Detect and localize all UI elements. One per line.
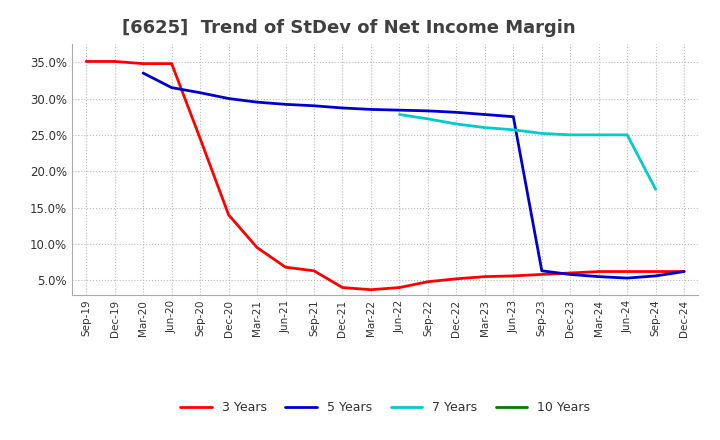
7 Years [566,132,575,138]
Legend: 3 Years, 5 Years, 7 Years, 10 Years: 3 Years, 5 Years, 7 Years, 10 Years [176,396,595,419]
3 Years [225,212,233,217]
Line: 7 Years: 7 Years [400,114,656,189]
3 Years [253,245,261,250]
3 Years [509,273,518,279]
7 Years [595,132,603,138]
7 Years [452,121,461,127]
5 Years [139,70,148,76]
7 Years [423,116,432,121]
5 Years [509,114,518,119]
5 Years [225,96,233,101]
3 Years [282,264,290,270]
3 Years [139,61,148,66]
7 Years [395,112,404,117]
7 Years [509,127,518,132]
3 Years [566,270,575,275]
3 Years [395,285,404,290]
7 Years [480,125,489,130]
5 Years [537,268,546,273]
3 Years [480,274,489,279]
3 Years [82,59,91,64]
7 Years [652,187,660,192]
5 Years [366,107,375,112]
5 Years [652,273,660,279]
7 Years [537,131,546,136]
Line: 5 Years: 5 Years [143,73,684,278]
3 Years [537,272,546,277]
5 Years [595,274,603,279]
5 Years [167,85,176,90]
3 Years [338,285,347,290]
3 Years [110,59,119,64]
5 Years [423,108,432,114]
Line: 3 Years: 3 Years [86,62,684,290]
5 Years [338,105,347,110]
5 Years [623,275,631,281]
5 Years [680,269,688,274]
7 Years [623,132,631,138]
5 Years [310,103,318,108]
5 Years [566,272,575,277]
5 Years [196,90,204,95]
5 Years [480,112,489,117]
3 Years [423,279,432,284]
3 Years [623,269,631,274]
3 Years [196,136,204,141]
5 Years [452,110,461,115]
3 Years [366,287,375,292]
5 Years [282,102,290,107]
3 Years [652,269,660,274]
3 Years [310,268,318,273]
3 Years [595,269,603,274]
5 Years [395,107,404,113]
3 Years [167,61,176,66]
3 Years [452,276,461,282]
3 Years [680,269,688,274]
Text: [6625]  Trend of StDev of Net Income Margin: [6625] Trend of StDev of Net Income Marg… [122,19,576,37]
5 Years [253,99,261,105]
